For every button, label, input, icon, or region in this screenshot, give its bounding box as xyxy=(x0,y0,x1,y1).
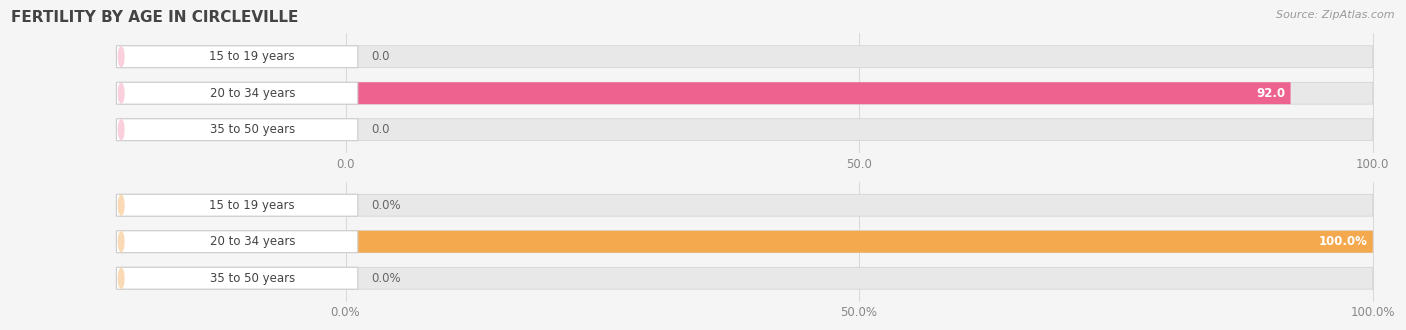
Text: FERTILITY BY AGE IN CIRCLEVILLE: FERTILITY BY AGE IN CIRCLEVILLE xyxy=(11,10,298,25)
Circle shape xyxy=(118,83,124,103)
Text: 15 to 19 years: 15 to 19 years xyxy=(209,50,295,63)
Text: 0.0%: 0.0% xyxy=(371,199,401,212)
Text: 0.0: 0.0 xyxy=(371,50,389,63)
Text: Source: ZipAtlas.com: Source: ZipAtlas.com xyxy=(1277,10,1395,20)
FancyBboxPatch shape xyxy=(120,82,1372,104)
Text: 20 to 34 years: 20 to 34 years xyxy=(209,87,295,100)
Text: 15 to 19 years: 15 to 19 years xyxy=(209,199,295,212)
FancyBboxPatch shape xyxy=(117,194,359,216)
FancyBboxPatch shape xyxy=(117,231,359,253)
Circle shape xyxy=(118,120,124,140)
FancyBboxPatch shape xyxy=(120,194,1372,216)
FancyBboxPatch shape xyxy=(117,82,359,104)
FancyBboxPatch shape xyxy=(120,119,1372,141)
FancyBboxPatch shape xyxy=(346,231,1372,253)
Text: 92.0: 92.0 xyxy=(1257,87,1285,100)
Text: 35 to 50 years: 35 to 50 years xyxy=(209,272,295,285)
Text: 35 to 50 years: 35 to 50 years xyxy=(209,123,295,136)
Text: 20 to 34 years: 20 to 34 years xyxy=(209,235,295,248)
Text: 100.0%: 100.0% xyxy=(1319,235,1368,248)
Text: 0.0: 0.0 xyxy=(371,123,389,136)
FancyBboxPatch shape xyxy=(120,46,1372,68)
Text: 0.0%: 0.0% xyxy=(371,272,401,285)
Circle shape xyxy=(118,195,124,215)
Circle shape xyxy=(118,232,124,251)
Circle shape xyxy=(118,47,124,67)
FancyBboxPatch shape xyxy=(117,119,359,141)
FancyBboxPatch shape xyxy=(117,46,359,68)
FancyBboxPatch shape xyxy=(120,231,1372,253)
FancyBboxPatch shape xyxy=(346,82,1291,104)
FancyBboxPatch shape xyxy=(117,267,359,289)
Circle shape xyxy=(118,268,124,288)
FancyBboxPatch shape xyxy=(120,267,1372,289)
